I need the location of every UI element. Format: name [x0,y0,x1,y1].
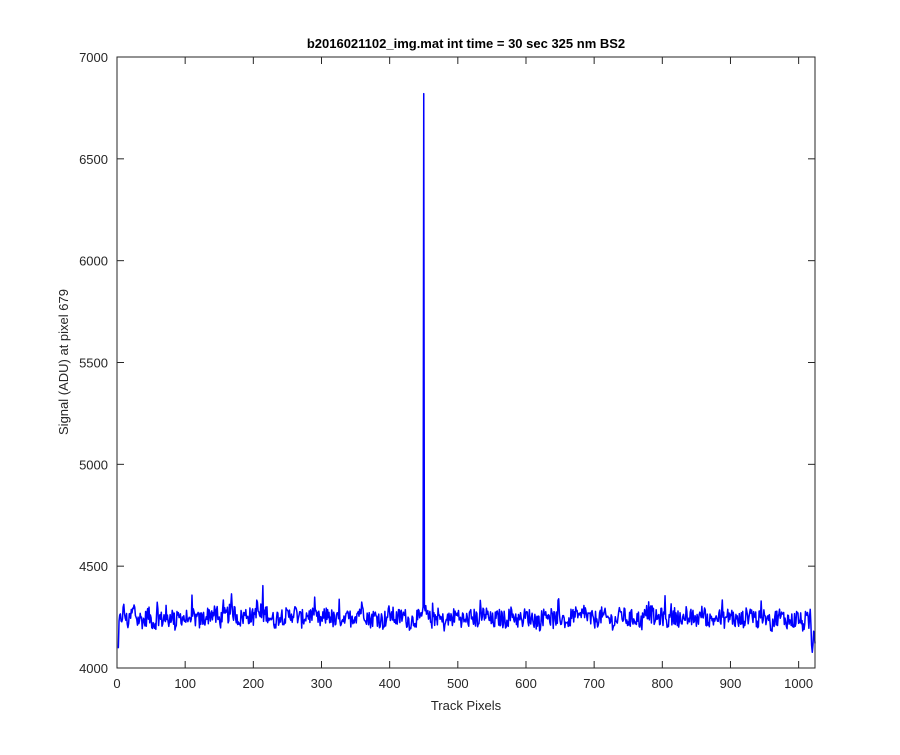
y-tick-label: 6000 [79,254,108,269]
x-tick-label: 800 [651,676,673,691]
y-tick-label: 4000 [79,661,108,676]
x-tick-label: 1000 [784,676,813,691]
y-tick-label: 6500 [79,152,108,167]
x-tick-label: 400 [379,676,401,691]
x-tick-label: 500 [447,676,469,691]
chart-title: b2016021102_img.mat int time = 30 sec 32… [307,36,625,51]
x-axis-ticks: 0 100 200 300 400 500 600 700 800 900 1000 [113,57,813,691]
x-tick-label: 200 [242,676,264,691]
y-tick-label: 5000 [79,457,108,472]
signal-series [117,92,816,654]
y-axis-ticks: 4000 4500 5000 5500 6000 6500 7000 [79,50,815,676]
x-tick-label: 900 [720,676,742,691]
plot-area [117,57,815,668]
x-tick-label: 100 [174,676,196,691]
y-tick-label: 7000 [79,50,108,65]
y-axis-label: Signal (ADU) at pixel 679 [56,289,71,435]
y-tick-label: 5500 [79,356,108,371]
x-tick-label: 0 [113,676,120,691]
x-tick-label: 600 [515,676,537,691]
signal-line [117,92,816,654]
x-tick-label: 300 [311,676,333,691]
x-axis-label: Track Pixels [431,698,502,713]
y-tick-label: 4500 [79,559,108,574]
x-tick-label: 700 [583,676,605,691]
